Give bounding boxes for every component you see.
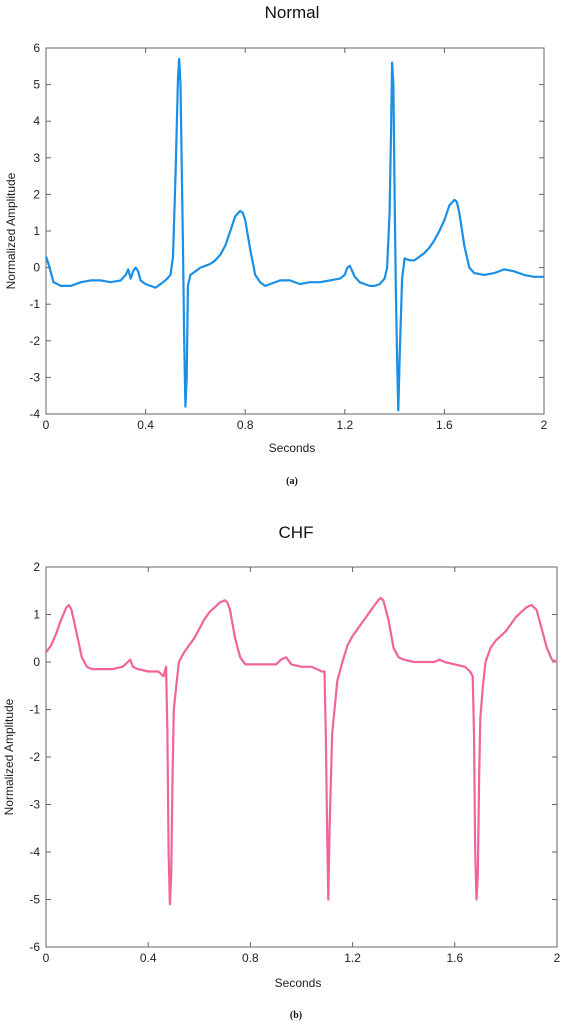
y-tick-label: 3 [33, 151, 40, 165]
y-tick-label: 1 [33, 224, 40, 238]
x-tick-label: 1.2 [336, 418, 353, 432]
y-tick-label: 4 [33, 114, 40, 128]
chart-normal: Normal 0 0.4 0.8 1.2 1.6 2 6 5 4 3 2 1 0 -1 -2 -3 -4 Sec… [4, 3, 548, 487]
chart-title: CHF [279, 523, 314, 542]
x-axis-label: Seconds [275, 976, 322, 990]
x-tick-label: 1.2 [344, 951, 361, 965]
x-tick-label: 2 [541, 418, 548, 432]
y-tick-label: -1 [29, 297, 40, 311]
plot-area [45, 566, 558, 948]
x-tick-label: 0.4 [140, 951, 157, 965]
y-axis-label: Normalized Amplitude [2, 698, 16, 815]
y-tick-label: 1 [33, 608, 40, 622]
x-tick-label: 0 [43, 951, 50, 965]
chart-title: Normal [265, 3, 320, 22]
figure-caption: (b) [290, 1010, 302, 1021]
x-tick-label: 0.8 [242, 951, 259, 965]
y-tick-label: 5 [33, 78, 40, 92]
y-tick-label: -2 [29, 334, 40, 348]
y-tick-label: -4 [29, 407, 40, 421]
figure-caption: (a) [286, 476, 298, 487]
axis-ticks: 0 0.4 0.8 1.2 1.6 2 6 5 4 3 2 1 0 -1 -2 -3 -4 [29, 41, 547, 432]
chart-chf: CHF 0 0.4 0.8 1.2 1.6 2 2 1 0 -1 -2 -3 -4 -5 -6 Second… [2, 523, 561, 1021]
y-tick-label: -2 [29, 750, 40, 764]
plot-area [45, 47, 545, 415]
y-tick-label: 2 [33, 187, 40, 201]
y-tick-label: -5 [29, 893, 40, 907]
y-tick-label: 6 [33, 41, 40, 55]
y-tick-label: -6 [29, 940, 40, 954]
x-axis-label: Seconds [269, 441, 316, 455]
x-tick-label: 0.4 [137, 418, 154, 432]
ecg-trace-chf [45, 596, 558, 906]
y-tick-label: -1 [29, 703, 40, 717]
y-tick-label: 0 [33, 261, 40, 275]
x-tick-label: 1.6 [436, 418, 453, 432]
y-tick-label: 0 [33, 655, 40, 669]
x-tick-label: 1.6 [446, 951, 463, 965]
y-tick-label: -3 [29, 370, 40, 384]
y-tick-label: 2 [33, 560, 40, 574]
x-tick-label: 2 [554, 951, 561, 965]
ecg-trace-normal [44, 57, 544, 412]
y-tick-label: -3 [29, 798, 40, 812]
axis-ticks: 0 0.4 0.8 1.2 1.6 2 2 1 0 -1 -2 -3 -4 -5 -6 [29, 560, 560, 965]
y-axis-label: Normalized Amplitude [4, 172, 18, 289]
x-tick-label: 0 [43, 418, 50, 432]
x-tick-label: 0.8 [237, 418, 254, 432]
y-tick-label: -4 [29, 845, 40, 859]
